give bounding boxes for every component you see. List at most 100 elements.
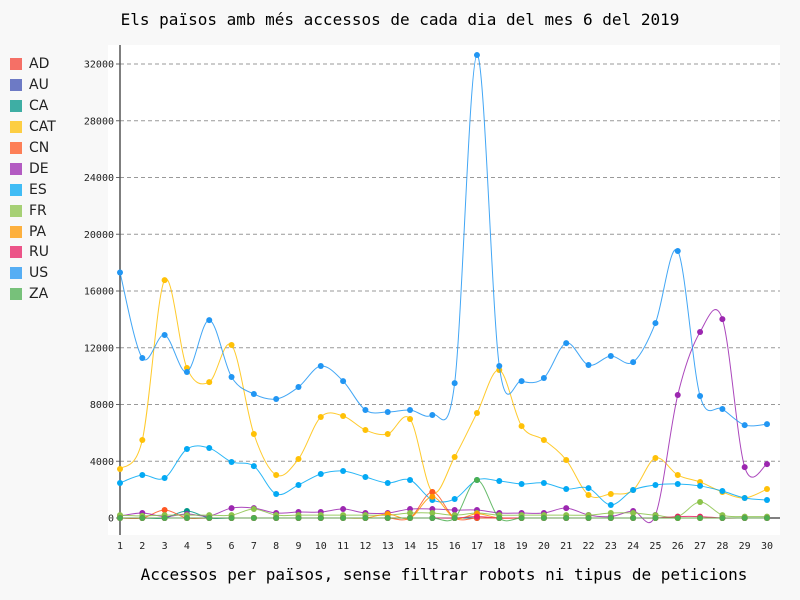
y-tick-label: 8000	[90, 400, 114, 411]
data-point-cat	[384, 431, 391, 438]
legend-label: AD	[29, 56, 50, 73]
data-point-cat	[250, 431, 257, 438]
data-point-de	[228, 505, 235, 512]
data-point-za	[518, 515, 525, 521]
data-point-za	[630, 515, 637, 521]
data-point-za	[563, 515, 570, 521]
data-point-es	[451, 495, 458, 502]
data-point-de	[719, 316, 726, 323]
x-tick-label: 2	[139, 541, 145, 552]
legend-label: CAT	[29, 119, 56, 136]
data-point-cat	[362, 427, 369, 434]
data-point-fr	[607, 510, 614, 517]
data-point-ru	[473, 513, 480, 520]
data-point-za	[585, 515, 592, 521]
data-point-de	[674, 391, 681, 398]
legend-item-de[interactable]: DE	[10, 158, 56, 179]
legend-item-ru[interactable]: RU	[10, 242, 56, 263]
legend-label: ES	[29, 181, 47, 198]
legend-item-za[interactable]: ZA	[10, 284, 56, 305]
x-tick-label: 28	[716, 541, 728, 552]
x-tick-label: 16	[449, 541, 461, 552]
legend-swatch	[10, 183, 22, 196]
x-tick-label: 14	[404, 541, 416, 552]
legend-swatch	[10, 100, 22, 113]
data-point-us	[317, 363, 324, 370]
data-point-za	[139, 515, 146, 521]
x-tick-label: 3	[162, 541, 168, 552]
data-point-us	[496, 363, 503, 370]
y-tick-label: 0	[108, 514, 114, 525]
data-point-cat	[764, 486, 770, 493]
legend-item-cn[interactable]: CN	[10, 138, 56, 159]
data-point-us	[117, 269, 123, 276]
data-point-za	[496, 515, 503, 521]
legend-label: US	[29, 265, 49, 282]
data-point-cat	[674, 472, 681, 479]
data-point-za	[429, 515, 436, 521]
data-point-es	[161, 474, 168, 481]
data-point-fr	[630, 510, 637, 517]
data-point-za	[340, 515, 347, 521]
data-point-es	[607, 501, 614, 508]
data-point-cat	[563, 456, 570, 463]
y-tick-label: 32000	[84, 60, 114, 71]
data-point-cat	[473, 410, 480, 417]
data-point-za	[228, 515, 235, 521]
legend-item-pa[interactable]: PA	[10, 221, 56, 242]
legend-item-au[interactable]: AU	[10, 75, 56, 96]
data-point-cat	[117, 466, 123, 473]
data-point-pa	[429, 493, 436, 500]
data-point-za	[250, 515, 257, 521]
data-point-es	[362, 473, 369, 480]
legend-item-us[interactable]: US	[10, 263, 56, 284]
data-point-cat	[652, 454, 659, 461]
x-tick-label: 30	[761, 541, 773, 552]
data-point-za	[161, 515, 168, 521]
data-point-za	[540, 515, 547, 521]
data-point-us	[473, 52, 480, 59]
data-point-de	[340, 506, 347, 513]
data-point-za	[741, 515, 748, 521]
x-tick-label: 4	[184, 541, 190, 552]
legend-item-es[interactable]: ES	[10, 179, 56, 200]
data-point-za	[674, 515, 681, 521]
data-point-us	[273, 395, 280, 402]
legend-item-cat[interactable]: CAT	[10, 117, 56, 138]
data-point-de	[764, 461, 770, 468]
data-point-cat	[540, 436, 547, 443]
data-point-es	[674, 480, 681, 487]
data-point-es	[630, 487, 637, 494]
data-point-za	[295, 515, 302, 521]
legend-label: DE	[29, 160, 49, 177]
data-point-us	[652, 320, 659, 327]
data-point-cat	[295, 455, 302, 462]
data-point-fr	[250, 506, 257, 513]
legend-swatch	[10, 58, 22, 71]
data-point-es	[117, 479, 123, 486]
data-point-es	[340, 468, 347, 475]
y-tick-label: 28000	[84, 116, 114, 127]
data-point-fr	[407, 510, 414, 517]
legend-label: AU	[29, 77, 49, 94]
legend: AD AU CA CAT CN DE ES FR PA RU US ZA	[10, 54, 56, 305]
data-point-de	[451, 507, 458, 514]
y-tick-label: 12000	[84, 343, 114, 354]
legend-item-fr[interactable]: FR	[10, 200, 56, 221]
legend-item-ad[interactable]: AD	[10, 54, 56, 75]
legend-swatch	[10, 267, 22, 280]
data-point-de	[741, 464, 748, 471]
data-point-es	[563, 486, 570, 493]
x-tick-label: 9	[295, 541, 301, 552]
data-point-za	[607, 515, 614, 521]
legend-swatch	[10, 121, 22, 134]
legend-item-ca[interactable]: CA	[10, 96, 56, 117]
data-point-za	[384, 515, 391, 521]
data-point-cn	[161, 507, 168, 514]
data-point-us	[362, 407, 369, 414]
data-point-cat	[585, 492, 592, 499]
data-point-us	[451, 380, 458, 387]
x-tick-label: 10	[315, 541, 327, 552]
y-tick-label: 20000	[84, 230, 114, 241]
legend-swatch	[10, 162, 22, 175]
